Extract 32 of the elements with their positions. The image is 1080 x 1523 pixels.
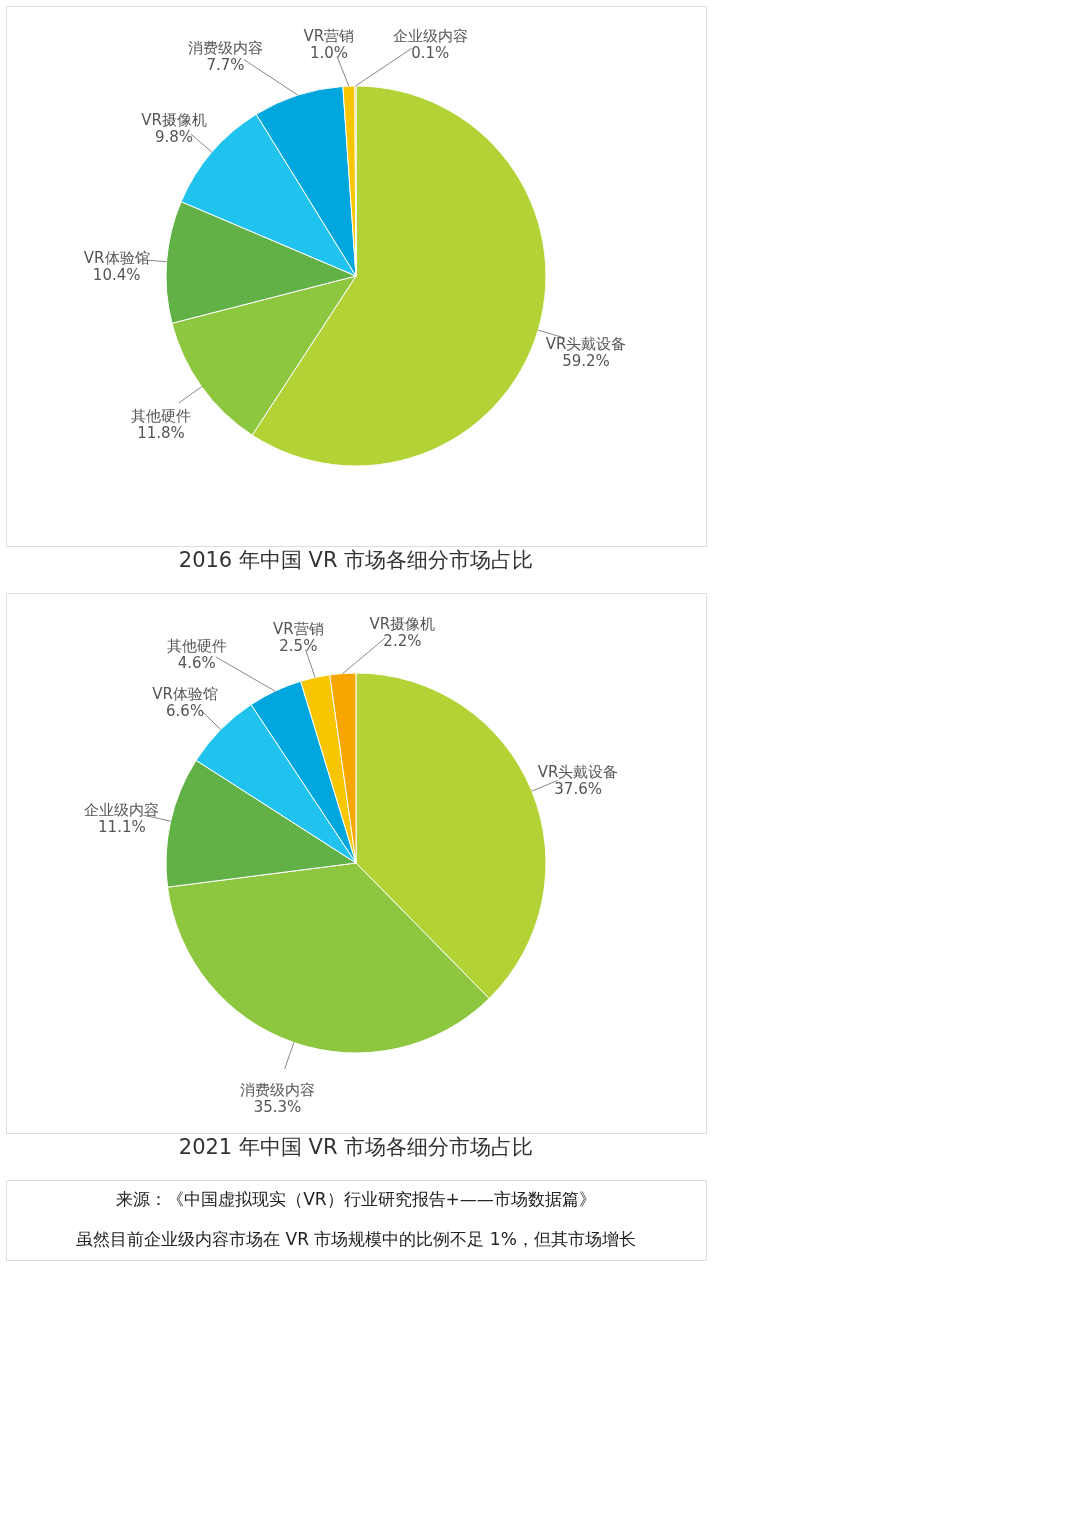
slice-label: VR摄像机 — [141, 110, 207, 129]
slice-label: VR营销 — [272, 619, 324, 638]
slice-label: VR体验馆 — [152, 685, 218, 704]
data-label: 11.8% — [137, 423, 185, 442]
data-label: 35.3% — [253, 1097, 302, 1116]
slice-label: VR营销 — [303, 27, 355, 46]
data-label: 11.1% — [98, 818, 146, 837]
data-label: 2.2% — [383, 631, 422, 650]
data-label: 1.0% — [309, 44, 349, 63]
slice-label: 消费级内容 — [188, 38, 264, 57]
slice-label: VR摄像机 — [369, 614, 436, 633]
slice-label: VR体验馆 — [83, 248, 150, 267]
text: 2021 年中国 VR 市场各细分市场占比 — [178, 1135, 534, 1159]
slice-label: 其他硬件 — [130, 406, 191, 425]
slice-label: 企业级内容 — [392, 27, 468, 45]
text: 虽然目前企业级内容市场在 VR 市场规模中的比例不足 1%，但其市场增长 — [76, 1229, 636, 1249]
data-label: 37.6% — [554, 780, 602, 799]
data-label: 0.1% — [411, 44, 450, 62]
data-label: 4.6% — [177, 653, 216, 672]
slice-label: 企业级内容 — [84, 801, 160, 820]
slice-label: VR头戴设备 — [537, 763, 619, 782]
source-note: 来源：《中国虚拟现实（VR）行业研究报告+——市场数据篇》 — [116, 1189, 596, 1209]
data-label: 6.6% — [166, 702, 205, 721]
data-label: 59.2% — [562, 352, 610, 371]
text: 2016 年中国 VR 市场各细分市场占比 — [178, 548, 534, 572]
data-label: 10.4% — [92, 265, 141, 284]
slice-label: VR头戴设备 — [545, 335, 627, 354]
slice-label: 消费级内容 — [239, 1080, 315, 1099]
data-label: 2.5% — [279, 636, 318, 655]
data-label: 7.7% — [206, 55, 245, 74]
data-label: 9.8% — [154, 127, 194, 146]
slice-label: 其他硬件 — [166, 636, 227, 655]
